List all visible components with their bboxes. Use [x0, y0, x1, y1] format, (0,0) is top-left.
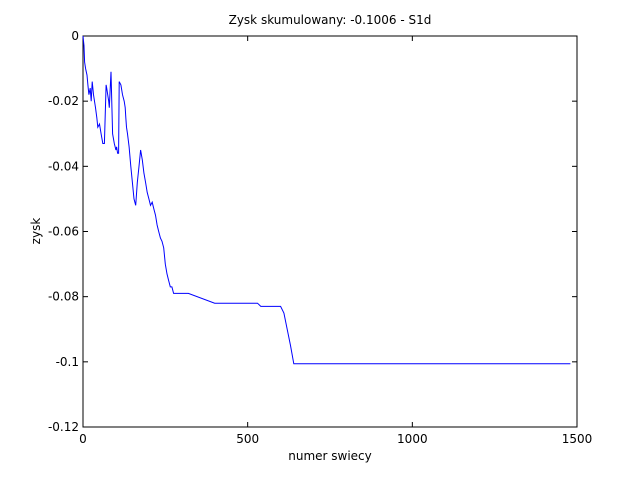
- x-tick-label: 1000: [397, 432, 428, 446]
- y-tick-label: -0.1: [56, 355, 79, 369]
- x-tick-label: 500: [236, 432, 259, 446]
- y-tick-label: -0.06: [48, 225, 79, 239]
- x-axis-label: numer swiecy: [288, 449, 372, 463]
- y-tick-label: -0.02: [48, 94, 79, 108]
- series-line-cumulative-profit: [82, 35, 571, 365]
- x-tick-label: 0: [79, 432, 87, 446]
- y-tick-label: 0: [71, 29, 79, 43]
- plot-area-frame: [82, 35, 578, 428]
- chart-title: Zysk skumulowany: -0.1006 - S1d: [229, 13, 432, 27]
- y-tick-label: -0.08: [48, 290, 79, 304]
- axis-tick-labels: 0 500 1000 1500 -0.12 -0.1 -0.08 -0.06 -0.04 -0.0…: [48, 29, 592, 446]
- x-tick-label: 1500: [562, 432, 593, 446]
- axis-ticks: [82, 35, 578, 428]
- y-tick-label: -0.12: [48, 420, 79, 434]
- y-axis-label: zysk: [29, 218, 43, 245]
- y-tick-label: -0.04: [48, 159, 79, 173]
